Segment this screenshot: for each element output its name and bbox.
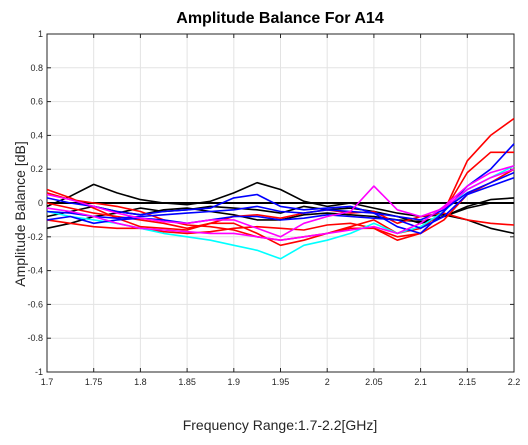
series-line [46,168,515,241]
x-tick-label: 2.1 [414,377,427,387]
x-tick-label: 1.8 [134,377,147,387]
y-tick-label: -0.8 [27,333,43,343]
chart-title: Amplitude Balance For A14 [176,10,384,27]
series-line [46,171,515,221]
y-tick-label: 0 [38,198,43,208]
y-tick-label: 1 [38,29,43,39]
x-tick-label: 2.2 [508,377,521,387]
y-tick-label: -0.4 [27,266,43,276]
y-tick-label: 0.8 [30,63,43,73]
x-tick-label: 1.9 [228,377,241,387]
x-tick-label: 1.95 [272,377,290,387]
y-tick-label: -0.2 [27,232,43,242]
series-line [46,143,515,235]
series-lines [46,117,515,260]
x-tick-label: 2 [325,377,330,387]
tick-labels: 1.7 1.75 1.8 1.85 1.9 1.95 2 2.05 2.1 2.15 2.2 -1 -0… [27,29,520,387]
x-tick-label: 2.05 [365,377,383,387]
y-axis-label: Amplitude Balance [dB] [12,141,28,287]
series-line [46,165,515,241]
x-tick-label: 1.7 [41,377,54,387]
y-tick-label: -1 [35,367,43,377]
series-line [46,181,515,235]
y-tick-label: -0.6 [27,299,43,309]
x-tick-label: 1.75 [85,377,103,387]
y-tick-label: 0.6 [30,97,43,107]
x-tick-label: 2.15 [459,377,477,387]
series-line [46,168,515,238]
x-tick-label: 1.85 [178,377,196,387]
series-line [46,176,515,230]
x-axis-label: Frequency Range:1.7-2.2[GHz] [183,417,378,433]
y-tick-label: 0.4 [30,130,43,140]
y-tick-label: 0.2 [30,164,43,174]
